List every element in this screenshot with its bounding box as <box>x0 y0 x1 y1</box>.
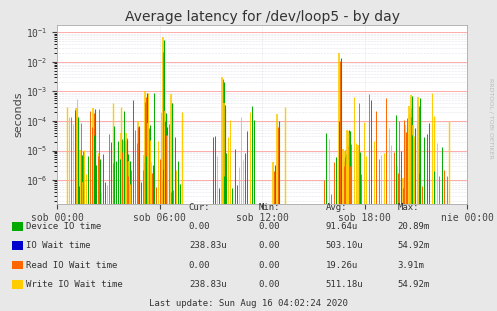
Text: Max:: Max: <box>398 203 419 212</box>
Text: 0.00: 0.00 <box>258 280 280 289</box>
Y-axis label: seconds: seconds <box>13 91 23 137</box>
Text: 238.83u: 238.83u <box>189 241 227 250</box>
Text: 0.00: 0.00 <box>258 261 280 270</box>
Text: 91.64u: 91.64u <box>326 222 358 231</box>
Text: 503.10u: 503.10u <box>326 241 363 250</box>
Text: 3.91m: 3.91m <box>398 261 424 270</box>
Text: Last update: Sun Aug 16 04:02:24 2020: Last update: Sun Aug 16 04:02:24 2020 <box>149 299 348 308</box>
Text: 511.18u: 511.18u <box>326 280 363 289</box>
Text: Device IO time: Device IO time <box>26 222 101 231</box>
Text: 0.00: 0.00 <box>258 241 280 250</box>
Text: Read IO Wait time: Read IO Wait time <box>26 261 117 270</box>
Text: Cur:: Cur: <box>189 203 210 212</box>
Text: 19.26u: 19.26u <box>326 261 358 270</box>
Text: Write IO Wait time: Write IO Wait time <box>26 280 123 289</box>
Text: 0.00: 0.00 <box>189 222 210 231</box>
Text: Avg:: Avg: <box>326 203 347 212</box>
Text: 0.00: 0.00 <box>258 222 280 231</box>
Text: 54.92m: 54.92m <box>398 280 430 289</box>
Text: 0.00: 0.00 <box>189 261 210 270</box>
Text: RRDTOOL / TOBI OETIKER: RRDTOOL / TOBI OETIKER <box>489 78 494 159</box>
Text: Min:: Min: <box>258 203 280 212</box>
Title: Average latency for /dev/loop5 - by day: Average latency for /dev/loop5 - by day <box>125 10 400 24</box>
Text: 54.92m: 54.92m <box>398 241 430 250</box>
Text: IO Wait time: IO Wait time <box>26 241 90 250</box>
Text: 20.89m: 20.89m <box>398 222 430 231</box>
Text: 238.83u: 238.83u <box>189 280 227 289</box>
